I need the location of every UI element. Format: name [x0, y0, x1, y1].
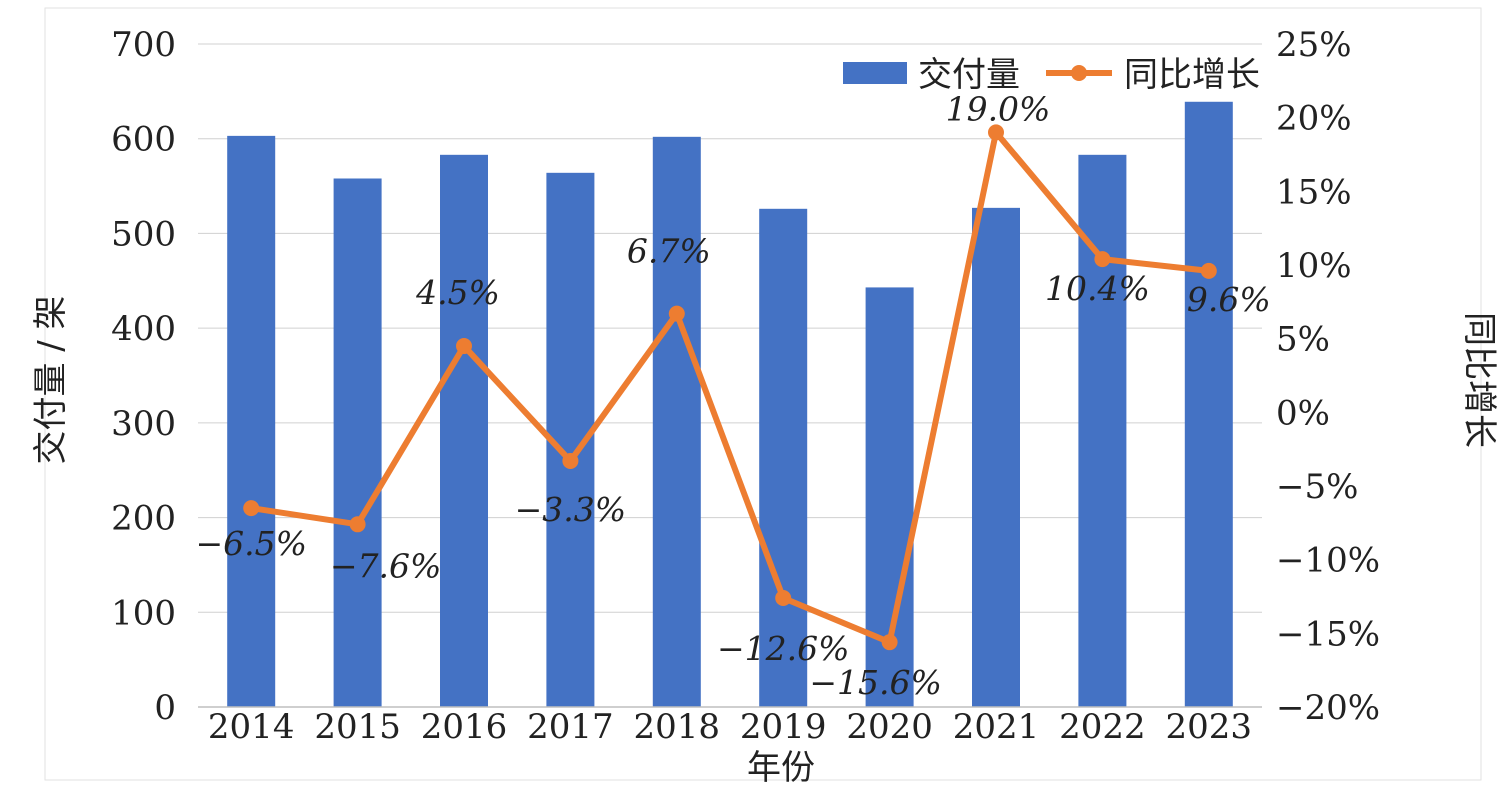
y2-tick-label: 15% — [1276, 172, 1352, 212]
bar-2022 — [1078, 154, 1127, 707]
bars-layer — [227, 101, 1233, 708]
legend: 交付量 同比增长 — [843, 55, 1260, 95]
y2-tick-label: 5% — [1276, 320, 1330, 360]
line-layer — [243, 124, 1217, 651]
data-label-2022: 10.4% — [1045, 269, 1150, 308]
legend-swatch-marker — [1071, 65, 1087, 81]
x-tick-label: 2023 — [1166, 707, 1253, 747]
point-2017 — [562, 452, 579, 469]
data-label-2018: 6.7% — [627, 232, 711, 271]
point-2023 — [1200, 262, 1217, 279]
point-2016 — [456, 338, 472, 355]
legend-label-bar: 交付量 — [918, 55, 1020, 95]
data-labels-layer: −6.5% −7.6% 4.5% −3.3% 6.7% −12.6%−15.6% 19.0%… — [195, 89, 1270, 702]
x-tick-label: 2017 — [527, 707, 614, 747]
y2-tick-label: 0% — [1276, 393, 1330, 433]
series-line-growth — [248, 129, 1212, 646]
bar-2014 — [227, 135, 276, 707]
bar-2016 — [440, 154, 488, 707]
y-tick-label: 400 — [111, 309, 176, 349]
data-label-2015: −7.6% — [330, 546, 442, 585]
point-2019 — [775, 589, 792, 606]
point-2015 — [349, 516, 366, 533]
y2-tick-label: 25% — [1276, 25, 1352, 65]
bar-2018 — [652, 136, 701, 707]
y2-tick-label: −20% — [1276, 688, 1380, 728]
x-tick-label: 2014 — [208, 707, 295, 747]
y-tick-label: 500 — [111, 214, 176, 254]
data-label-2016: 4.5% — [415, 273, 500, 312]
y2-tick-label: 10% — [1276, 246, 1352, 286]
y-tick-label: 100 — [111, 593, 176, 633]
bar-2023 — [1184, 101, 1233, 708]
y-tick-label: 200 — [111, 499, 176, 539]
point-2021 — [988, 124, 1004, 141]
y-tick-label: 300 — [111, 404, 176, 444]
bar-2019 — [759, 208, 808, 707]
y-tick-label: 0 — [154, 688, 176, 728]
x-tick-label: 2019 — [740, 707, 827, 747]
bar-2015 — [333, 178, 382, 708]
axes-layer: 0 100 200 300 400 500 600 700 −20% −15% −10% −5% 0% 5… — [111, 25, 1380, 747]
point-2020 — [881, 634, 898, 651]
data-label-2021: 19.0% — [946, 89, 1051, 128]
data-label-2019: −12.6% — [717, 629, 849, 668]
x-tick-label: 2022 — [1059, 707, 1146, 747]
point-2022 — [1094, 251, 1111, 268]
x-tick-label: 2015 — [314, 707, 401, 747]
legend-label-line: 同比增长 — [1124, 55, 1260, 95]
y2-tick-label: −10% — [1276, 541, 1380, 581]
legend-swatch-bar — [843, 62, 907, 84]
x-tick-label: 2016 — [421, 707, 508, 747]
data-label-2020: −15.6% — [809, 663, 941, 702]
x-tick-label: 2020 — [846, 707, 933, 747]
y-tick-label: 600 — [111, 120, 176, 160]
y2-tick-label: 20% — [1276, 99, 1352, 139]
x-tick-label: 2021 — [953, 707, 1040, 747]
data-label-2017: −3.3% — [515, 490, 627, 529]
point-2014 — [243, 500, 260, 517]
data-label-2023: 9.6% — [1187, 280, 1271, 319]
x-tick-label: 2018 — [634, 707, 721, 747]
y-axis-title: 交付量 / 架 — [31, 295, 71, 464]
x-axis-title: 年份 — [747, 748, 815, 788]
y-tick-label: 700 — [111, 25, 176, 65]
y2-axis-title: 同比增长 — [1459, 312, 1499, 448]
y2-tick-label: −5% — [1276, 467, 1358, 507]
y2-tick-label: −15% — [1276, 614, 1380, 654]
data-label-2014: −6.5% — [195, 524, 307, 563]
point-2018 — [668, 305, 685, 322]
chart-frame — [44, 7, 1482, 781]
bar-2021 — [972, 207, 1020, 707]
